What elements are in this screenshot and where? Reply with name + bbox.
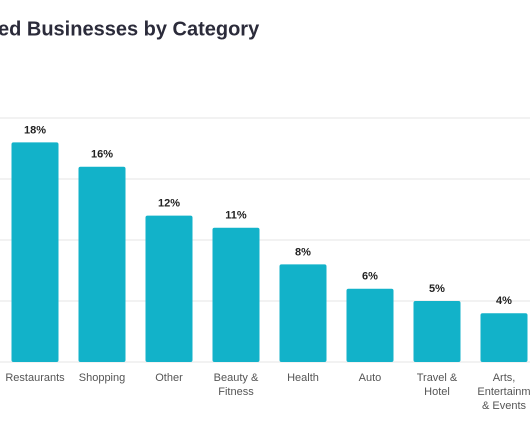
chart-title: ed Businesses by Category	[0, 18, 260, 40]
x-tick-label: Auto	[359, 372, 382, 384]
bar	[279, 264, 327, 362]
value-label: 18%	[24, 124, 46, 136]
x-tick-label: Arts, Entertainm & Events	[477, 372, 530, 412]
bar	[413, 301, 461, 362]
x-tick-label: Other	[155, 372, 183, 384]
value-label: 4%	[496, 295, 512, 307]
x-tick-label: Restaurants	[5, 372, 65, 384]
bar	[212, 227, 260, 362]
value-label: 8%	[295, 246, 311, 258]
bar	[480, 313, 528, 362]
x-tick-label: Health	[287, 372, 319, 384]
bar	[78, 166, 126, 362]
x-tick-label: Beauty & Fitness	[214, 372, 259, 398]
value-label: 5%	[429, 283, 445, 295]
bar	[11, 142, 59, 362]
x-tick-label: Shopping	[79, 372, 126, 384]
bar	[145, 215, 193, 362]
value-label: 11%	[225, 210, 247, 222]
value-label: 12%	[158, 198, 180, 210]
value-label: 16%	[91, 149, 113, 161]
x-tick-label: Travel & Hotel	[417, 372, 458, 398]
bar	[346, 288, 394, 362]
value-label: 6%	[362, 271, 378, 283]
